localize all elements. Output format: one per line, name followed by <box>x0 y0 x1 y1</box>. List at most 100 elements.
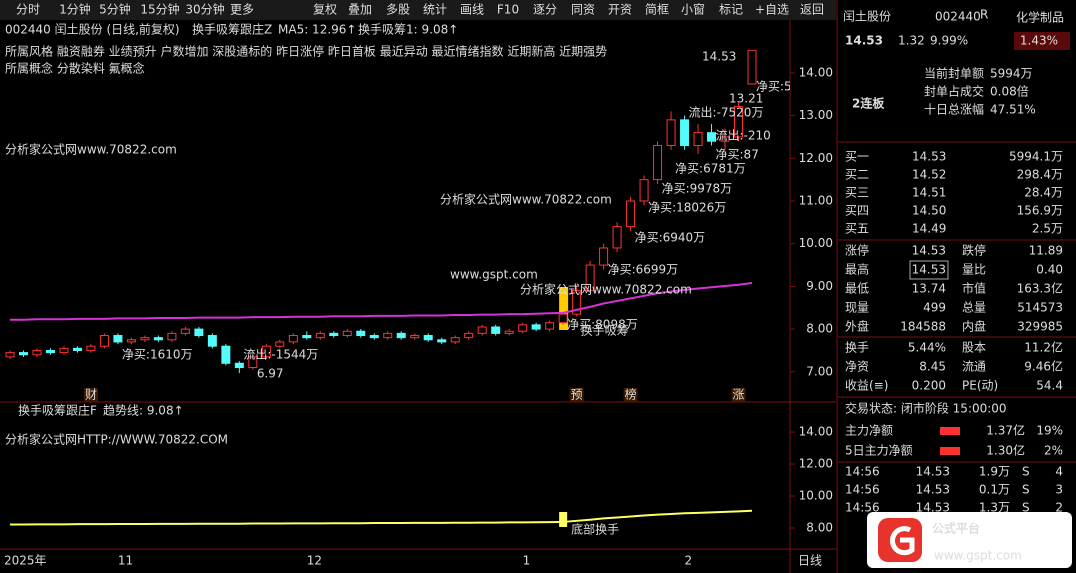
tick-count: 4 <box>1055 465 1063 479</box>
candle-body <box>680 119 690 146</box>
tick-time: 14:56 <box>845 465 880 479</box>
toolbar-button[interactable]: 小窗 <box>681 3 705 17</box>
candle-body <box>518 324 528 332</box>
annotation: 流出:-1544万 <box>243 348 318 362</box>
toolbar-button[interactable]: 简框 <box>645 3 669 17</box>
candle-body <box>72 347 82 351</box>
annotation: 净买:8098万 <box>567 318 638 332</box>
concept-line: 所属风格 融资融券 业绩预升 户数增加 深股通标的 昨日涨停 昨日首板 最近异动… <box>5 44 607 59</box>
annotation: 流出:-210 <box>716 129 771 143</box>
toolbar-button[interactable]: +自选 <box>755 3 789 17</box>
trade-status: 交易状态: 闭市阶段 15:00:00 <box>845 401 1007 416</box>
toolbar-button[interactable]: 开资 <box>608 3 632 17</box>
toolbar-button[interactable]: 标记 <box>719 3 743 17</box>
stat-label: 最高 <box>845 262 869 277</box>
toolbar-button[interactable]: F10 <box>497 3 519 17</box>
annotation: 净买:1610万 <box>122 348 193 362</box>
bid-price: 14.50 <box>912 204 946 218</box>
watermark: 分析家公式网www.70822.com <box>520 282 692 297</box>
bid-label: 买五 <box>845 222 869 236</box>
info-value: 5994万 <box>990 67 1033 81</box>
candle-body <box>275 341 285 347</box>
annotation: 净买:5 <box>756 80 792 94</box>
event-marker: 榜 <box>625 387 637 402</box>
toolbar-button[interactable]: 同资 <box>571 3 595 17</box>
toolbar-button[interactable]: 画线 <box>460 3 484 17</box>
toolbar-button[interactable]: 复权 <box>313 3 337 17</box>
x-tick-label: 2025年 <box>4 554 47 568</box>
toolbar-button[interactable]: 30分钟 <box>185 2 224 17</box>
candle-body <box>369 335 379 339</box>
toolbar-button[interactable]: 更多 <box>230 3 254 17</box>
y-tick-label: 12.00 <box>799 457 833 471</box>
toolbar-button[interactable]: 多股 <box>386 3 410 17</box>
annotation: 底部换手 <box>571 522 619 537</box>
candle-body <box>45 349 55 354</box>
bid-price: 14.51 <box>912 186 946 200</box>
annotation: 净买:6699万 <box>608 263 679 277</box>
stat-label: 外盘 <box>845 319 869 334</box>
price: 14.53 <box>845 34 883 48</box>
candle-body <box>572 290 582 315</box>
bid-volume: 298.4万 <box>1017 168 1063 182</box>
tick-volume: 1.9万 <box>979 465 1010 479</box>
toolbar-button[interactable]: 分时 <box>16 3 40 17</box>
flow-value: 1.37亿 <box>986 423 1025 438</box>
candle-body <box>167 332 177 341</box>
bid-label: 买一 <box>845 150 869 164</box>
candle-body <box>153 337 163 341</box>
bid-volume: 28.4万 <box>1024 186 1063 200</box>
legend-entry: 换手吸筹1: 9.08↑ <box>358 23 458 37</box>
toolbar-button[interactable]: 返回 <box>800 3 824 17</box>
candle-body <box>612 226 622 249</box>
sector-box <box>1014 32 1070 50</box>
toolbar-button[interactable]: 5分钟 <box>99 2 131 17</box>
candle-body <box>356 330 366 337</box>
concept-line: 所属概念 分散染料 氟概念 <box>5 61 145 76</box>
y-tick-label: 14.00 <box>799 425 833 439</box>
tick-volume: 1.3万 <box>979 501 1010 515</box>
toolbar <box>0 0 836 20</box>
candle-body <box>491 326 501 334</box>
candle-body <box>423 335 433 341</box>
candle-body <box>707 132 717 142</box>
toolbar-button[interactable]: 15分钟 <box>140 2 179 17</box>
logo-url: www.gspt.com <box>934 549 1022 563</box>
flow-label: 5日主力净额 <box>845 444 913 458</box>
event-marker: 财 <box>85 388 97 402</box>
badge: R <box>980 8 988 22</box>
stat-value: 8.45 <box>919 360 946 374</box>
watermark: 分析家公式网www.70822.com <box>5 142 177 157</box>
tick-price: 14.53 <box>916 465 950 479</box>
toolbar-button[interactable]: 统计 <box>423 3 447 17</box>
event-marker-box <box>569 388 584 402</box>
annotation: 净买:18026万 <box>648 201 726 215</box>
event-marker: 预 <box>571 388 583 402</box>
main-plot: 净买:1610万 流出:-1544万6.97净买:6699万净买:6940万净买:… <box>5 50 792 381</box>
legend-entry: MA5: 12.96↑ <box>278 23 356 37</box>
annotation: 净买:87 <box>716 148 759 162</box>
stat-label: 最低 <box>845 282 869 296</box>
bid-label: 买四 <box>845 204 869 218</box>
x-tick-label: 11 <box>118 554 133 568</box>
candle-body <box>59 347 69 354</box>
candle-body <box>531 324 541 330</box>
tick-count: 2 <box>1055 501 1063 515</box>
tick-side: S <box>1022 501 1030 515</box>
candle-body <box>396 332 406 339</box>
tick-price: 14.53 <box>916 501 950 515</box>
toolbar-button[interactable]: 叠加 <box>348 3 372 17</box>
x-tick-label: 1 <box>523 554 531 568</box>
candle-body <box>464 332 474 339</box>
toolbar-button[interactable]: 逐分 <box>533 3 557 17</box>
annotation: 14.53 <box>702 50 736 64</box>
candle-body <box>180 328 190 334</box>
toolbar-button[interactable]: 1分钟 <box>59 2 91 17</box>
stat-value: 0.200 <box>912 379 946 393</box>
stat-label: 股本 <box>962 341 986 355</box>
stat-label: 现量 <box>845 301 869 315</box>
info-value: 0.08倍 <box>990 84 1029 99</box>
bid-volume: 2.5万 <box>1032 222 1063 236</box>
event-marker-box <box>623 388 638 402</box>
